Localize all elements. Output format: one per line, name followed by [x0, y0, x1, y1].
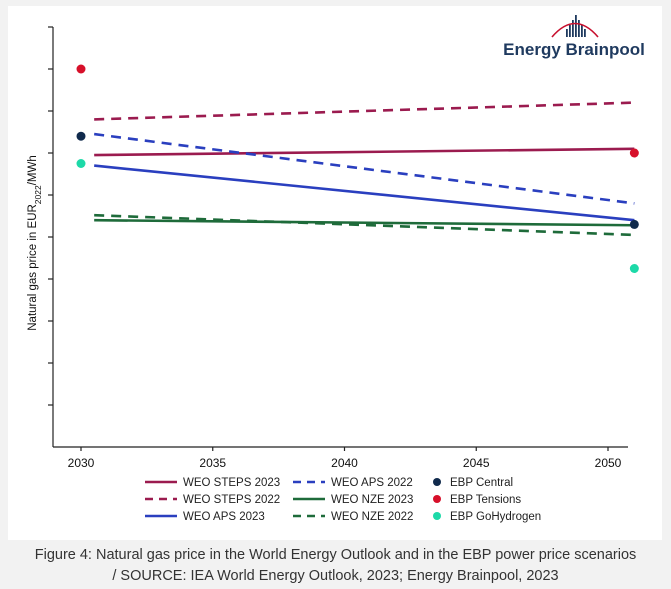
legend: WEO STEPS 2023 WEO STEPS 2022 WEO APS 2023… [145, 477, 541, 523]
legend-label: EBP Central [450, 477, 513, 489]
legend-label: WEO STEPS 2023 [183, 477, 280, 489]
legend-label: WEO NZE 2022 [331, 511, 413, 523]
legend-swatch-dot [433, 478, 441, 486]
chart-container: Energy Brainpool Natural gas price in EU… [8, 6, 662, 540]
legend-label: WEO APS 2023 [183, 511, 265, 523]
y-axis-label-unit: /MWh [27, 155, 39, 185]
series-line-weo-steps-2023 [94, 147, 635, 157]
point-ebp-central [629, 219, 639, 229]
point-ebp-tensions [76, 64, 86, 74]
series-line-weo-steps-2022 [94, 101, 635, 121]
brand-name: Energy Brainpool [503, 40, 645, 59]
point-ebp-tensions [629, 148, 639, 158]
logo-mark-icon [551, 15, 599, 38]
legend-item: EBP Central [433, 477, 513, 489]
series-layer [94, 101, 635, 237]
caption-line-1: Figure 4: Natural gas price in the World… [34, 547, 637, 563]
figure-caption: Figure 4: Natural gas price in the World… [0, 545, 671, 587]
logo-bar [572, 20, 574, 37]
x-tick-label: 2050 [595, 456, 622, 470]
point-ebp-gohydrogen [629, 264, 639, 273]
legend-swatch-dot [433, 512, 441, 520]
legend-item: WEO NZE 2023 [293, 494, 413, 506]
logo-bar [569, 25, 571, 37]
y-axis-label: Natural gas price in EUR2022/MWh [27, 155, 43, 331]
logo-bar [584, 29, 586, 37]
legend-item: EBP Tensions [433, 494, 521, 506]
legend-label: EBP Tensions [450, 494, 521, 506]
legend-item: WEO APS 2022 [293, 477, 413, 489]
legend-swatch-dot [433, 495, 441, 503]
y-ticks [48, 26, 53, 406]
point-ebp-gohydrogen [76, 159, 86, 168]
x-tick-label: 2030 [68, 456, 95, 470]
legend-label: WEO STEPS 2022 [183, 494, 280, 506]
series-line-weo-aps-2023 [94, 164, 635, 222]
x-tick-label: 2040 [331, 456, 358, 470]
legend-label: WEO APS 2022 [331, 477, 413, 489]
legend-item: EBP GoHydrogen [433, 511, 541, 523]
x-tick-label: 2035 [199, 456, 226, 470]
chart-svg: Energy Brainpool Natural gas price in EU… [27, 15, 645, 523]
logo-arc [551, 22, 599, 38]
legend-item: WEO NZE 2022 [293, 511, 413, 523]
point-ebp-central [76, 131, 86, 141]
series-line-weo-aps-2022 [94, 132, 635, 205]
legend-item: WEO STEPS 2023 [145, 477, 280, 489]
series-line-weo-nze-2022 [94, 213, 635, 237]
points-layer [76, 64, 639, 273]
y-axis-label-sub: 2022 [33, 185, 43, 204]
energy-brainpool-logo: Energy Brainpool [503, 15, 645, 59]
legend-label: EBP GoHydrogen [450, 511, 541, 523]
caption-line-2: / SOURCE: IEA World Energy Outlook, 2023… [112, 568, 559, 584]
legend-label: WEO NZE 2023 [331, 494, 413, 506]
logo-bar [575, 15, 577, 37]
legend-item: WEO STEPS 2022 [145, 494, 280, 506]
legend-item: WEO APS 2023 [145, 511, 265, 523]
series-line-weo-nze-2023 [94, 218, 635, 227]
logo-bar [578, 20, 580, 37]
logo-bar [566, 29, 568, 37]
logo-bar [581, 25, 583, 37]
x-ticks: 2030 2035 2040 2045 2050 [68, 447, 622, 470]
x-tick-label: 2045 [463, 456, 490, 470]
y-axis-label-main: Natural gas price in EUR [27, 204, 39, 331]
